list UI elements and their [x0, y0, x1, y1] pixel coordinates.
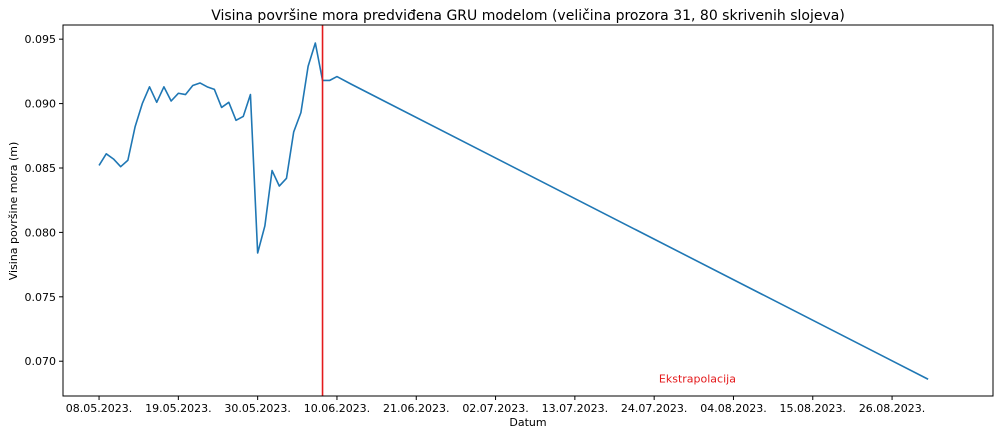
x-tick-label: 15.08.2023.	[780, 402, 846, 415]
x-tick-label: 13.07.2023.	[542, 402, 608, 415]
x-tick-label: 26.08.2023.	[859, 402, 925, 415]
plot-area: 08.05.2023. 19.05.2023. 30.05.2023. 10.06.2…	[25, 24, 994, 415]
plot-frame	[62, 24, 994, 397]
x-tick-label: 24.07.2023.	[621, 402, 687, 415]
y-tick-label: 0.090	[25, 98, 57, 111]
y-axis-label: Visina površine mora (m)	[7, 142, 20, 281]
x-tick-label: 02.07.2023.	[462, 402, 528, 415]
x-tick-label: 08.05.2023.	[66, 402, 132, 415]
x-tick-label: 19.05.2023.	[145, 402, 211, 415]
x-tick-label: 21.06.2023.	[383, 402, 449, 415]
x-tick-label: 30.05.2023.	[224, 402, 290, 415]
x-tick-label: 10.06.2023.	[304, 402, 370, 415]
chart-title: Visina površine mora predviđena GRU mode…	[211, 8, 845, 24]
series-line-0	[98, 42, 929, 380]
y-tick-label: 0.070	[25, 355, 57, 368]
y-tick-label: 0.095	[25, 33, 57, 46]
x-axis-label: Datum	[509, 416, 546, 429]
y-tick-label: 0.080	[25, 226, 57, 239]
x-tick-label: 04.08.2023.	[700, 402, 766, 415]
annotation-label: Ekstrapolacija	[659, 372, 736, 385]
y-tick-label: 0.075	[25, 291, 57, 304]
y-tick-label: 0.085	[25, 162, 57, 175]
